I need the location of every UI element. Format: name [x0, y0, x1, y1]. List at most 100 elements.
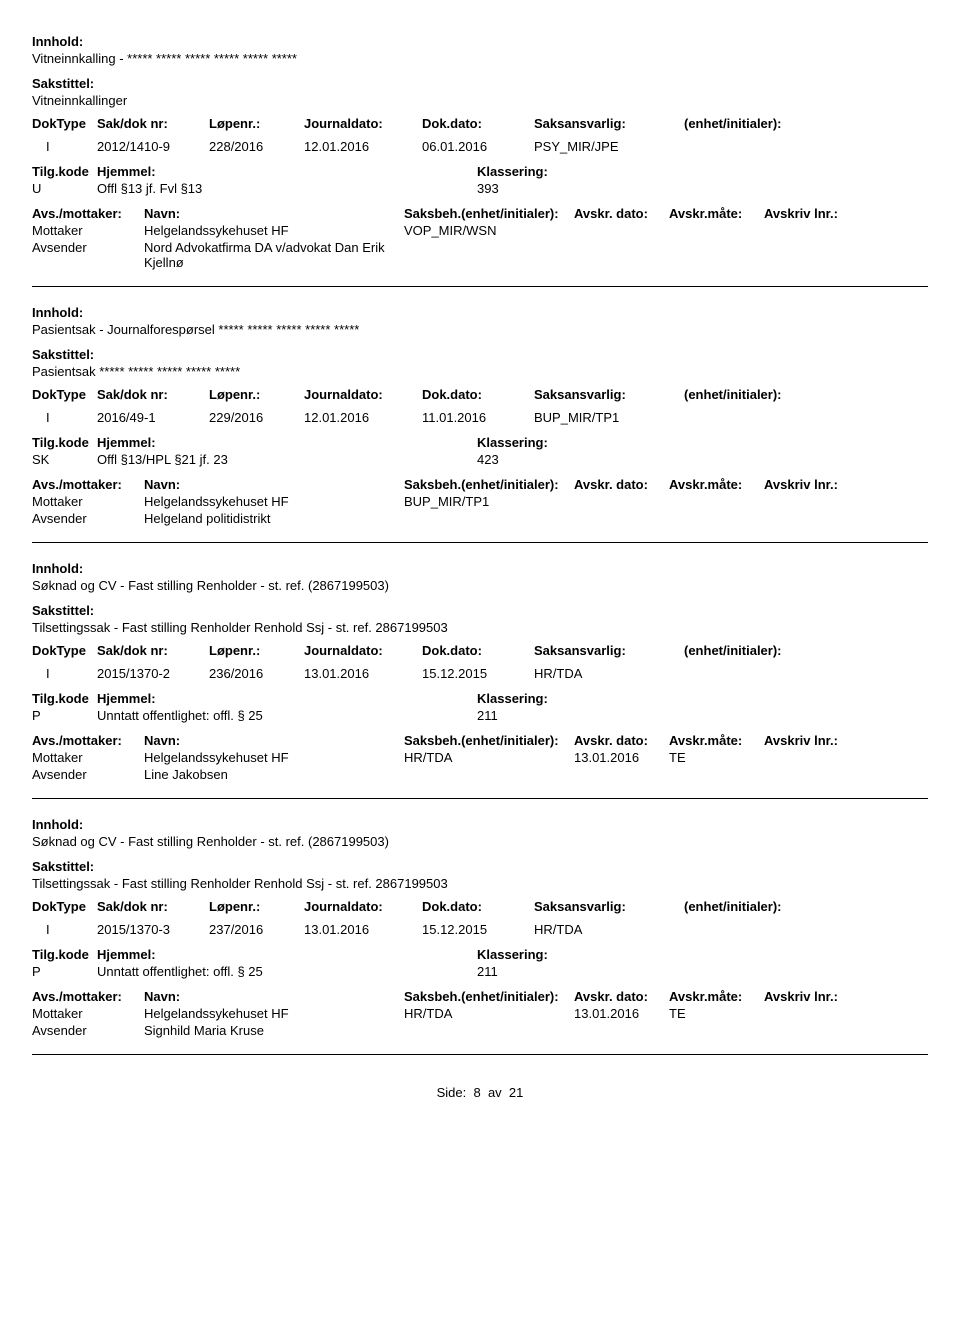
hdr-navn: Navn: — [144, 733, 404, 748]
val-doktype: I — [32, 139, 97, 154]
val-enhet — [684, 666, 928, 681]
innhold-value: Vitneinnkalling - ***** ***** ***** ****… — [32, 51, 928, 66]
meta-header-row: DokType Sak/dok nr: Løpenr.: Journaldato… — [32, 643, 928, 658]
hdr-hjemmel: Hjemmel: — [97, 691, 477, 706]
sakstittel-label: Sakstittel: — [32, 347, 928, 362]
hdr-avskrdato: Avskr. dato: — [574, 733, 669, 748]
tilg-header-row: Tilg.kode Hjemmel: Klassering: — [32, 164, 928, 179]
party-name: Signhild Maria Kruse — [144, 1023, 404, 1038]
tilg-header-row: Tilg.kode Hjemmel: Klassering: — [32, 947, 928, 962]
hdr-saksbeh: Saksbeh.(enhet/initialer): — [404, 477, 574, 492]
val-hjemmel: Unntatt offentlighet: offl. § 25 — [97, 964, 477, 979]
party-avskrdato — [574, 223, 669, 238]
hdr-navn: Navn: — [144, 477, 404, 492]
val-klassering: 393 — [477, 181, 928, 196]
val-hjemmel: Offl §13/HPL §21 jf. 23 — [97, 452, 477, 467]
hdr-enhet: (enhet/initialer): — [684, 387, 928, 402]
val-journaldato: 12.01.2016 — [304, 139, 422, 154]
hdr-klassering: Klassering: — [477, 435, 928, 450]
party-name: Line Jakobsen — [144, 767, 404, 782]
innhold-value: Søknad og CV - Fast stilling Renholder -… — [32, 578, 928, 593]
party-name: Helgelandssykehuset HF — [144, 494, 404, 509]
party-avskrlnr — [764, 511, 928, 526]
footer-total: 21 — [509, 1085, 523, 1100]
hdr-avskrlnr: Avskriv lnr.: — [764, 477, 928, 492]
val-dokdato: 15.12.2015 — [422, 666, 534, 681]
party-header-row: Avs./mottaker: Navn: Saksbeh.(enhet/init… — [32, 733, 928, 748]
hdr-navn: Navn: — [144, 206, 404, 221]
val-enhet — [684, 922, 928, 937]
journal-entry: Innhold: Søknad og CV - Fast stilling Re… — [32, 561, 928, 799]
val-journaldato: 13.01.2016 — [304, 922, 422, 937]
hdr-tilgkode: Tilg.kode — [32, 947, 97, 962]
innhold-label: Innhold: — [32, 305, 928, 320]
hdr-avsmottaker: Avs./mottaker: — [32, 733, 144, 748]
tilg-value-row: P Unntatt offentlighet: offl. § 25 211 — [32, 964, 928, 979]
val-klassering: 211 — [477, 708, 928, 723]
innhold-value: Pasientsak - Journalforespørsel ***** **… — [32, 322, 928, 337]
hdr-lopenr: Løpenr.: — [209, 899, 304, 914]
party-row: Mottaker Helgelandssykehuset HF BUP_MIR/… — [32, 494, 928, 509]
val-saknr: 2012/1410-9 — [97, 139, 209, 154]
hdr-saksansvarlig: Saksansvarlig: — [534, 643, 684, 658]
party-avskrlnr — [764, 240, 928, 270]
party-saksbeh — [404, 767, 574, 782]
innhold-value: Søknad og CV - Fast stilling Renholder -… — [32, 834, 928, 849]
val-lopenr: 229/2016 — [209, 410, 304, 425]
party-saksbeh: HR/TDA — [404, 750, 574, 765]
party-row: Avsender Nord Advokatfirma DA v/advokat … — [32, 240, 928, 270]
party-role: Mottaker — [32, 750, 144, 765]
sakstittel-value: Pasientsak ***** ***** ***** ***** ***** — [32, 364, 928, 379]
party-name: Helgelandssykehuset HF — [144, 1006, 404, 1021]
sakstittel-label: Sakstittel: — [32, 76, 928, 91]
party-avskrlnr — [764, 750, 928, 765]
party-avskrdato — [574, 1023, 669, 1038]
hdr-klassering: Klassering: — [477, 691, 928, 706]
val-dokdato: 06.01.2016 — [422, 139, 534, 154]
hdr-enhet: (enhet/initialer): — [684, 899, 928, 914]
hdr-avsmottaker: Avs./mottaker: — [32, 477, 144, 492]
hdr-lopenr: Løpenr.: — [209, 643, 304, 658]
party-role: Mottaker — [32, 223, 144, 238]
hdr-saksbeh: Saksbeh.(enhet/initialer): — [404, 733, 574, 748]
party-row: Mottaker Helgelandssykehuset HF HR/TDA 1… — [32, 750, 928, 765]
val-doktype: I — [32, 410, 97, 425]
party-avskrlnr — [764, 1023, 928, 1038]
hdr-avskrdato: Avskr. dato: — [574, 477, 669, 492]
hdr-saksbeh: Saksbeh.(enhet/initialer): — [404, 206, 574, 221]
party-role: Avsender — [32, 1023, 144, 1038]
party-saksbeh — [404, 511, 574, 526]
hdr-avskrmate: Avskr.måte: — [669, 477, 764, 492]
val-tilgkode: P — [32, 964, 97, 979]
party-avskrmate — [669, 511, 764, 526]
sakstittel-value: Tilsettingssak - Fast stilling Renholder… — [32, 876, 928, 891]
party-avskrmate — [669, 240, 764, 270]
hdr-klassering: Klassering: — [477, 947, 928, 962]
party-role: Avsender — [32, 511, 144, 526]
hdr-saknr: Sak/dok nr: — [97, 899, 209, 914]
val-journaldato: 13.01.2016 — [304, 666, 422, 681]
meta-header-row: DokType Sak/dok nr: Løpenr.: Journaldato… — [32, 899, 928, 914]
party-name: Helgelandssykehuset HF — [144, 223, 404, 238]
val-saksansvarlig: BUP_MIR/TP1 — [534, 410, 684, 425]
party-role: Mottaker — [32, 1006, 144, 1021]
hdr-avskrmate: Avskr.måte: — [669, 989, 764, 1004]
party-avskrmate — [669, 494, 764, 509]
meta-header-row: DokType Sak/dok nr: Løpenr.: Journaldato… — [32, 387, 928, 402]
party-row: Avsender Line Jakobsen — [32, 767, 928, 782]
party-saksbeh: BUP_MIR/TP1 — [404, 494, 574, 509]
hdr-lopenr: Løpenr.: — [209, 387, 304, 402]
journal-entry: Innhold: Søknad og CV - Fast stilling Re… — [32, 817, 928, 1055]
hdr-enhet: (enhet/initialer): — [684, 643, 928, 658]
hdr-hjemmel: Hjemmel: — [97, 435, 477, 450]
party-header-row: Avs./mottaker: Navn: Saksbeh.(enhet/init… — [32, 477, 928, 492]
val-klassering: 423 — [477, 452, 928, 467]
meta-value-row: I 2015/1370-3 237/2016 13.01.2016 15.12.… — [32, 922, 928, 937]
hdr-avskrdato: Avskr. dato: — [574, 989, 669, 1004]
hdr-doktype: DokType — [32, 116, 97, 131]
hdr-saknr: Sak/dok nr: — [97, 643, 209, 658]
hdr-dokdato: Dok.dato: — [422, 899, 534, 914]
party-avskrlnr — [764, 494, 928, 509]
party-role: Mottaker — [32, 494, 144, 509]
journal-entry: Innhold: Vitneinnkalling - ***** ***** *… — [32, 34, 928, 287]
